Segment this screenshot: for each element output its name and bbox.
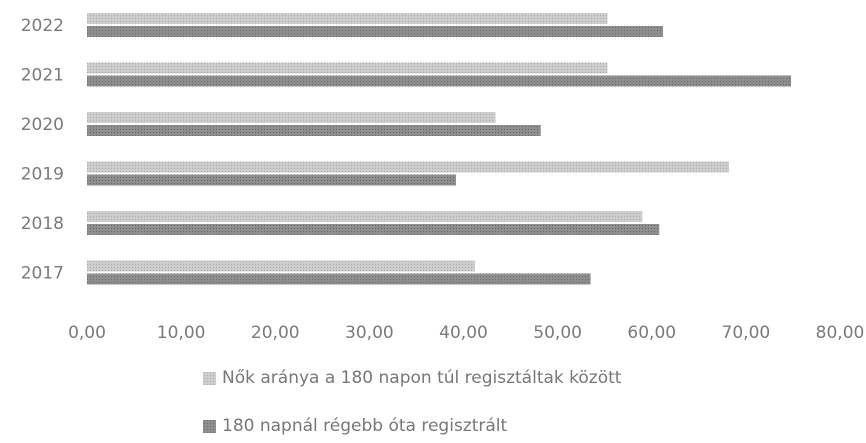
- bar-2017-series-2: [87, 273, 591, 285]
- bar-2021-series-2: [87, 75, 792, 87]
- y-tick-label: 2018: [21, 214, 64, 234]
- bar-2020-series-2: [87, 125, 541, 136]
- y-tick-label: 2021: [21, 66, 64, 86]
- legend-label-1: Nők aránya a 180 napon túl regisztáltak …: [222, 368, 622, 388]
- y-axis-labels: 2022 2021 2020 2019 2018 2017: [21, 16, 64, 284]
- legend-swatch-2: [203, 420, 216, 433]
- x-tick-label: 20,00: [251, 323, 300, 343]
- x-tick-label: 40,00: [439, 323, 488, 343]
- x-axis-labels: 0,00 10,00 20,00 30,00 40,00 50,00 60,00 70,00 8…: [68, 323, 864, 343]
- y-tick-label: 2019: [21, 165, 64, 185]
- bar-2017-series-1: [87, 260, 475, 272]
- bar-2018-series-2: [87, 224, 660, 235]
- legend-swatch-1: [203, 372, 216, 385]
- bar-2022-series-2: [87, 26, 664, 37]
- x-tick-label: 30,00: [345, 323, 394, 343]
- x-tick-label: 70,00: [722, 323, 771, 343]
- bar-2019-series-1: [87, 161, 729, 173]
- y-tick-label: 2020: [21, 115, 64, 135]
- bars-group: [87, 13, 792, 285]
- x-tick-label: 10,00: [157, 323, 206, 343]
- bar-2020-series-1: [87, 112, 496, 123]
- legend-label-2: 180 napnál régebb óta regisztrált: [222, 416, 508, 436]
- bar-2021-series-1: [87, 62, 608, 74]
- bar-2018-series-1: [87, 211, 643, 222]
- x-tick-label: 50,00: [533, 323, 582, 343]
- x-tick-label: 60,00: [627, 323, 676, 343]
- bar-2022-series-1: [87, 13, 608, 24]
- bar-2019-series-2: [87, 174, 456, 186]
- legend: Nők aránya a 180 napon túl regisztáltak …: [203, 368, 622, 436]
- x-tick-label: 0,00: [68, 323, 106, 343]
- x-tick-label: 80,00: [816, 323, 865, 343]
- y-tick-label: 2022: [21, 16, 64, 36]
- y-tick-label: 2017: [21, 264, 64, 284]
